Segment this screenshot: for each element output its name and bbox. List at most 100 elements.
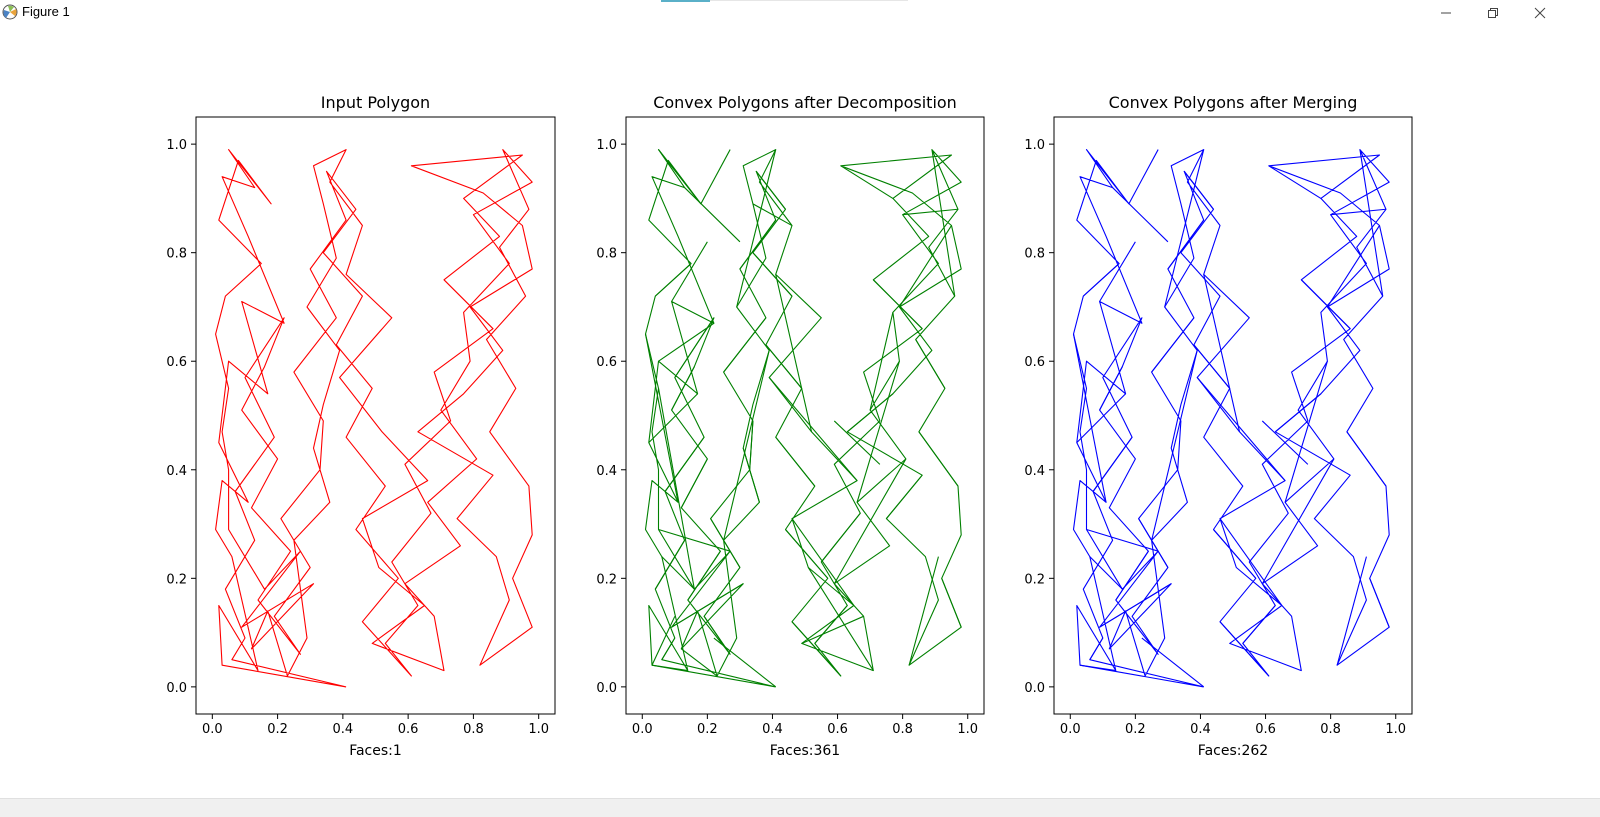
decomposition-edge [931, 149, 956, 297]
decomposition-edge [1099, 241, 1136, 302]
decomposition-edge [1213, 529, 1257, 579]
decomposition-edge [872, 279, 923, 330]
decomposition-edge [1138, 518, 1169, 568]
restore-button[interactable] [1470, 0, 1516, 26]
matplotlib-app-icon [2, 4, 18, 20]
x-tick-label: 0.6 [827, 722, 848, 737]
axes-frame [195, 116, 556, 715]
x-tick-label: 0.8 [463, 722, 484, 737]
x-tick-label: 0.2 [267, 722, 288, 737]
decomposition-edge [1300, 279, 1351, 330]
decomposition-edge [1359, 149, 1384, 297]
decomposition-edge [840, 165, 894, 199]
decomposition-edge [1369, 578, 1390, 628]
x-axis-label: Faces:262 [1198, 743, 1268, 759]
decomposition-edge [644, 333, 679, 503]
x-axis-label: Faces:361 [770, 743, 840, 759]
y-tick-label: 1.0 [596, 138, 617, 153]
minimize-button[interactable] [1423, 0, 1469, 26]
decomposition-edge [1082, 263, 1120, 297]
decomposition-edge [739, 219, 777, 270]
decomposition-edge [801, 615, 864, 644]
y-tick-label: 0.2 [1024, 572, 1045, 587]
decomposition-edge [1112, 187, 1169, 243]
decomposition-edge [671, 241, 708, 302]
decomposition-edge [918, 431, 959, 487]
y-tick-label: 0.6 [1024, 355, 1045, 370]
decomposition-edge [1219, 518, 1283, 606]
decomposition-edge [1261, 458, 1335, 585]
decomposition-edge [661, 556, 695, 590]
decomposition-edge [814, 605, 848, 644]
decomposition-edge [768, 377, 858, 481]
decomposition-edge [1183, 170, 1214, 210]
decomposition-edge [846, 393, 894, 433]
decomposition-edge [661, 637, 676, 661]
decomposition-edge [700, 149, 731, 205]
y-tick-label: 0.8 [166, 247, 187, 262]
decomposition-edge [1092, 436, 1133, 492]
x-tick-label: 1.0 [957, 722, 978, 737]
decomposition-edge [820, 512, 861, 563]
decomposition-edge [736, 149, 777, 308]
decomposition-edge [658, 149, 702, 205]
close-icon [1534, 7, 1546, 19]
window-title: Figure 1 [22, 4, 70, 19]
decomposition-edge [1089, 637, 1104, 661]
subplot-title: Input Polygon [321, 93, 430, 112]
decomposition-edge [713, 637, 777, 688]
x-tick-label: 0.4 [762, 722, 783, 737]
decomposition-edge [684, 187, 741, 243]
x-tick-label: 0.0 [1060, 722, 1081, 737]
x-tick-label: 0.2 [697, 722, 718, 737]
axes-frame [1053, 116, 1413, 715]
x-tick-label: 0.4 [1190, 722, 1211, 737]
decomposition-edge [941, 578, 962, 628]
decomposition-edge [915, 339, 946, 389]
decomposition-edge [664, 436, 705, 492]
x-tick-label: 0.2 [1125, 722, 1146, 737]
decomposition-edge [885, 474, 923, 519]
decomposition-edge [703, 615, 731, 655]
subplot-3: 0.0 0.2 0.4 0.6 0.8 1.0 0.0 0.2 0.4 0.6 0.8 1.0 Conv… [1024, 93, 1413, 759]
decomposition-edge [658, 528, 731, 552]
decomposition-edge [710, 518, 741, 568]
decomposition-edge [687, 550, 721, 601]
decomposition-edge [1072, 333, 1107, 503]
decomposition-edge [1099, 366, 1123, 411]
y-tick-label: 1.0 [166, 138, 187, 153]
y-tick-label: 0.2 [166, 572, 187, 587]
close-button[interactable] [1517, 0, 1563, 26]
decomposition-edge [1219, 621, 1270, 677]
x-tick-label: 0.4 [333, 722, 354, 737]
decomposition-edge [671, 583, 744, 628]
x-tick-label: 1.0 [528, 722, 549, 737]
x-tick-label: 0.8 [1320, 722, 1341, 737]
x-tick-label: 0.6 [398, 722, 419, 737]
y-tick-label: 0.0 [1024, 681, 1045, 696]
decomposition-edge [1151, 317, 1195, 373]
decomposition-edge [674, 317, 715, 378]
subplot-2: 0.0 0.2 0.4 0.6 0.8 1.0 0.0 0.2 0.4 0.6 0.8 1.0 Conv… [596, 93, 985, 759]
minimize-icon [1441, 12, 1451, 14]
decomposition-edge [1167, 219, 1205, 270]
decomposition-edge [755, 170, 786, 210]
y-tick-label: 0.4 [166, 464, 187, 479]
decomposition-edge [785, 529, 829, 579]
decomposition-edge [833, 458, 907, 585]
figure-canvas: 0.0 0.2 0.4 0.6 0.8 1.0 0.0 0.2 0.4 0.6 0.8 1.0 Inpu… [166, 93, 1413, 759]
decomposition-edge [752, 252, 793, 297]
restore-icon [1488, 8, 1498, 18]
decomposition-edge [1203, 274, 1241, 432]
decomposition-edge [833, 420, 881, 465]
decomposition-edge [752, 203, 793, 227]
subplot-title: Convex Polygons after Decomposition [653, 93, 957, 112]
axes-frame [625, 116, 985, 715]
decomposition-edge [775, 274, 813, 432]
decomposition-edge [1079, 664, 1116, 672]
decomposition-edge [680, 458, 708, 509]
decomposition-edge [654, 540, 686, 590]
decomposition-edge [1128, 149, 1159, 205]
decomposition-edge [775, 436, 816, 487]
y-tick-label: 0.8 [596, 247, 617, 262]
